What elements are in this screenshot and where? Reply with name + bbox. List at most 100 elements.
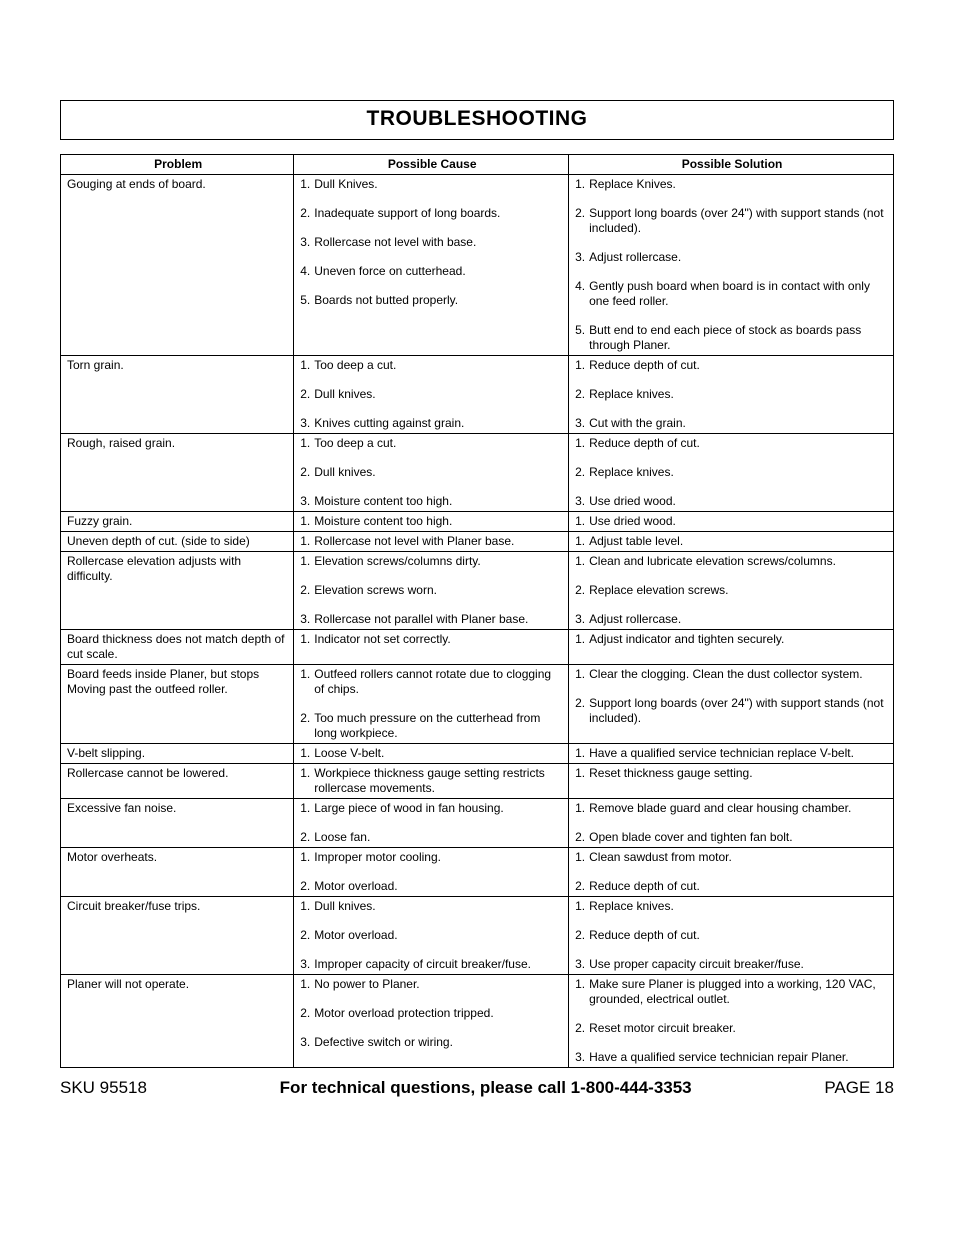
item-text: Adjust rollercase. xyxy=(589,612,889,627)
item-number: 2. xyxy=(300,830,314,845)
list-item: 2. Elevation screws worn. xyxy=(300,583,564,598)
footer-page-num: PAGE 18 xyxy=(824,1078,894,1098)
cell-solution: 1. Replace knives. 2. Reduce depth of cut… xyxy=(569,897,894,975)
cell-solution: 1. Have a qualified service technician r… xyxy=(569,744,894,764)
table-body: Gouging at ends of board.1. Dull Knives.… xyxy=(61,175,894,1068)
footer-sku: SKU 95518 xyxy=(60,1078,147,1098)
cell-cause: 1. Moisture content too high. xyxy=(294,512,569,532)
item-number: 1. xyxy=(300,801,314,816)
item-number: 1. xyxy=(300,766,314,796)
item-number: 1. xyxy=(300,534,314,549)
item-text: Dull knives. xyxy=(314,899,564,914)
item-text: Make sure Planer is plugged into a worki… xyxy=(589,977,889,1007)
list-item: 1. Too deep a cut. xyxy=(300,358,564,373)
item-text: Reset motor circuit breaker. xyxy=(589,1021,889,1036)
list-item: 1. Replace Knives. xyxy=(575,177,889,192)
item-number: 3. xyxy=(575,612,589,627)
list-item: 2. Support long boards (over 24") with s… xyxy=(575,206,889,236)
list-item: 1. Have a qualified service technician r… xyxy=(575,746,889,761)
list-item: 3. Improper capacity of circuit breaker/… xyxy=(300,957,564,972)
item-number: 4. xyxy=(300,264,314,279)
item-number: 2. xyxy=(575,928,589,943)
list-item: 1. Elevation screws/columns dirty. xyxy=(300,554,564,569)
item-number: 3. xyxy=(575,957,589,972)
table-row: Rollercase elevation adjusts with diffic… xyxy=(61,552,894,630)
item-text: Remove blade guard and clear housing cha… xyxy=(589,801,889,816)
item-text: Support long boards (over 24") with supp… xyxy=(589,206,889,236)
list-item: 1. Rollercase not level with Planer base… xyxy=(300,534,564,549)
cell-problem: Rough, raised grain. xyxy=(61,434,294,512)
cell-problem: V-belt slipping. xyxy=(61,744,294,764)
list-item: 2. Motor overload protection tripped. xyxy=(300,1006,564,1021)
item-number: 1. xyxy=(575,899,589,914)
cell-problem: Uneven depth of cut. (side to side) xyxy=(61,532,294,552)
item-number: 2. xyxy=(300,465,314,480)
list-item: 1. Replace knives. xyxy=(575,899,889,914)
cell-solution: 1. Use dried wood. xyxy=(569,512,894,532)
item-text: Reduce depth of cut. xyxy=(589,879,889,894)
cell-problem: Rollercase elevation adjusts with diffic… xyxy=(61,552,294,630)
list-item: 3. Have a qualified service technician r… xyxy=(575,1050,889,1065)
troubleshooting-table: Problem Possible Cause Possible Solution… xyxy=(60,154,894,1068)
list-item: 1. Indicator not set correctly. xyxy=(300,632,564,647)
item-text: Adjust indicator and tighten securely. xyxy=(589,632,889,647)
cell-solution: 1. Adjust indicator and tighten securely… xyxy=(569,630,894,665)
list-item: 2. Reduce depth of cut. xyxy=(575,928,889,943)
item-text: Too much pressure on the cutterhead from… xyxy=(314,711,564,741)
list-item: 1. Clear the clogging. Clean the dust co… xyxy=(575,667,889,682)
list-item: 3. Moisture content too high. xyxy=(300,494,564,509)
cell-problem: Fuzzy grain. xyxy=(61,512,294,532)
item-text: Moisture content too high. xyxy=(314,514,564,529)
item-number: 1. xyxy=(575,514,589,529)
list-item: 1. Outfeed rollers cannot rotate due to … xyxy=(300,667,564,697)
item-text: Too deep a cut. xyxy=(314,358,564,373)
item-text: Reduce depth of cut. xyxy=(589,928,889,943)
item-number: 1. xyxy=(575,632,589,647)
cell-problem: Motor overheats. xyxy=(61,848,294,897)
title-box: TROUBLESHOOTING xyxy=(60,100,894,140)
cell-cause: 1. Dull knives.2. Motor overload.3. Impr… xyxy=(294,897,569,975)
cell-problem: Excessive fan noise. xyxy=(61,799,294,848)
table-row: V-belt slipping. 1. Loose V-belt. 1. Have … xyxy=(61,744,894,764)
table-row: Torn grain.1. Too deep a cut.2. Dull kni… xyxy=(61,356,894,434)
item-text: Inadequate support of long boards. xyxy=(314,206,564,221)
cell-solution: 1. Adjust table level. xyxy=(569,532,894,552)
item-text: Cut with the grain. xyxy=(589,416,889,431)
cell-cause: 1. Rollercase not level with Planer base… xyxy=(294,532,569,552)
list-item: 1. Make sure Planer is plugged into a wo… xyxy=(575,977,889,1007)
list-item: 1. Clean and lubricate elevation screws/… xyxy=(575,554,889,569)
table-row: Rollercase cannot be lowered.1. Workpiec… xyxy=(61,764,894,799)
item-text: Improper capacity of circuit breaker/fus… xyxy=(314,957,564,972)
item-text: Replace knives. xyxy=(589,387,889,402)
item-number: 1. xyxy=(300,177,314,192)
item-number: 2. xyxy=(575,830,589,845)
list-item: 1. Loose V-belt. xyxy=(300,746,564,761)
list-item: 3. Rollercase not level with base. xyxy=(300,235,564,250)
item-number: 1. xyxy=(575,554,589,569)
item-text: Loose fan. xyxy=(314,830,564,845)
item-number: 2. xyxy=(300,879,314,894)
item-text: Outfeed rollers cannot rotate due to clo… xyxy=(314,667,564,697)
item-text: Replace elevation screws. xyxy=(589,583,889,598)
cell-problem: Torn grain. xyxy=(61,356,294,434)
col-cause: Possible Cause xyxy=(294,155,569,175)
item-number: 1. xyxy=(300,554,314,569)
list-item: 4. Uneven force on cutterhead. xyxy=(300,264,564,279)
item-number: 3. xyxy=(575,250,589,265)
cell-solution: 1. Reduce depth of cut.2. Replace knives… xyxy=(569,434,894,512)
list-item: 1. Use dried wood. xyxy=(575,514,889,529)
item-number: 1. xyxy=(300,514,314,529)
item-number: 2. xyxy=(575,465,589,480)
item-number: 1. xyxy=(575,766,589,781)
item-text: Have a qualified service technician repl… xyxy=(589,746,889,761)
cell-cause: 1. Workpiece thickness gauge setting res… xyxy=(294,764,569,799)
item-text: Reduce depth of cut. xyxy=(589,358,889,373)
cell-problem: Circuit breaker/fuse trips. xyxy=(61,897,294,975)
list-item: 2. Replace elevation screws. xyxy=(575,583,889,598)
item-text: Uneven force on cutterhead. xyxy=(314,264,564,279)
list-item: 1. Large piece of wood in fan housing. xyxy=(300,801,564,816)
list-item: 3. Rollercase not parallel with Planer b… xyxy=(300,612,564,627)
item-number: 4. xyxy=(575,279,589,309)
list-item: 2. Inadequate support of long boards. xyxy=(300,206,564,221)
list-item: 1. Reset thickness gauge setting. xyxy=(575,766,889,781)
